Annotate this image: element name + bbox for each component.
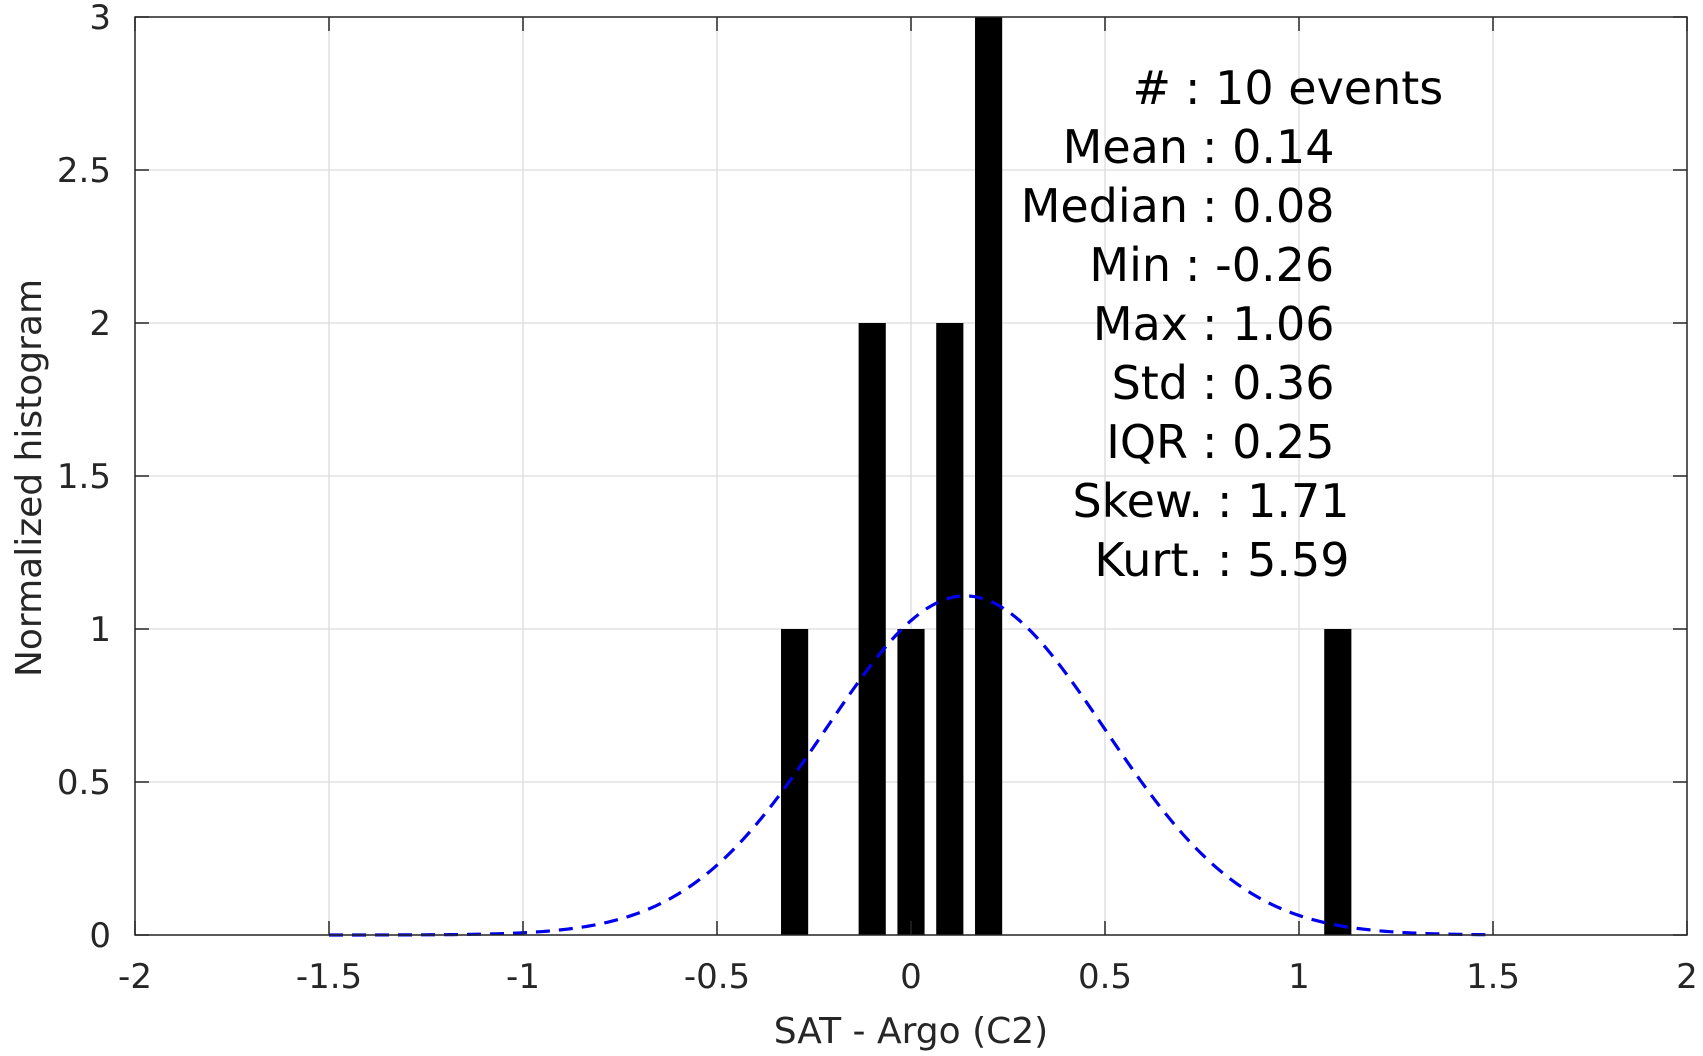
stat-label: Median <box>1021 179 1188 233</box>
stat-label: # <box>1132 61 1171 115</box>
stat-row: Max : 1.06 <box>1093 297 1335 351</box>
histogram-bar <box>1324 629 1352 935</box>
y-tick-label: 3 <box>89 0 111 38</box>
stat-value: : -0.26 <box>1185 238 1334 292</box>
x-tick-label: -2 <box>118 957 152 997</box>
stat-row: Skew. : 1.71 <box>1072 474 1349 528</box>
stat-value: : 0.14 <box>1202 120 1335 174</box>
y-tick-label: 0 <box>89 916 111 956</box>
stat-value: : 1.06 <box>1202 297 1335 351</box>
y-tick-label: 1.5 <box>57 457 111 497</box>
x-tick-label: 0.5 <box>1078 957 1132 997</box>
x-tick-label: 1.5 <box>1466 957 1520 997</box>
x-tick-label: -1.5 <box>296 957 362 997</box>
stat-label: Min <box>1089 238 1171 292</box>
stat-row: Median : 0.08 <box>1021 179 1335 233</box>
stat-row: Mean : 0.14 <box>1063 120 1335 174</box>
stat-value: : 0.36 <box>1202 356 1335 410</box>
x-axis-label: SAT - Argo (C2) <box>774 1011 1048 1052</box>
x-tick-label: 1 <box>1288 957 1310 997</box>
bars <box>781 17 1352 935</box>
stat-value: : 0.08 <box>1202 179 1335 233</box>
axis-ticks <box>134 16 1688 936</box>
histogram-bar <box>975 17 1003 935</box>
stat-label: Kurt. <box>1094 533 1203 587</box>
histogram-bar <box>897 629 925 935</box>
stat-value: : 0.25 <box>1202 415 1335 469</box>
stat-row: # : 10 events <box>1132 61 1443 115</box>
stat-label: IQR <box>1106 415 1188 469</box>
stat-row: IQR : 0.25 <box>1106 415 1334 469</box>
x-tick-label: -0.5 <box>684 957 750 997</box>
stat-value: : 5.59 <box>1217 533 1350 587</box>
stat-label: Skew. <box>1072 474 1203 528</box>
histogram-bar <box>781 629 809 935</box>
x-tick-label: 2 <box>1676 957 1698 997</box>
stat-value: : 10 events <box>1185 61 1443 115</box>
x-tick-label: -1 <box>506 957 540 997</box>
stat-label: Mean <box>1063 120 1188 174</box>
histogram-bar <box>858 323 886 935</box>
stat-label: Std <box>1112 356 1188 410</box>
y-tick-label: 2.5 <box>57 151 111 191</box>
x-tick-labels: -2 -1.5 -1 -0.5 0 0.5 1 1.5 2 <box>118 957 1698 997</box>
stat-value: : 1.71 <box>1217 474 1350 528</box>
y-tick-label: 1 <box>89 610 111 650</box>
x-tick-label: 0 <box>900 957 922 997</box>
y-tick-label: 0.5 <box>57 763 111 803</box>
stat-row: Std : 0.36 <box>1112 356 1335 410</box>
y-tick-labels: 0 0.5 1 1.5 2 2.5 3 <box>57 0 111 956</box>
histogram-bar <box>936 323 964 935</box>
stat-label: Max <box>1093 297 1188 351</box>
stat-row: Kurt. : 5.59 <box>1094 533 1349 587</box>
y-tick-label: 2 <box>89 304 111 344</box>
stat-row: Min : -0.26 <box>1089 238 1334 292</box>
y-axis-label: Normalized histogram <box>9 279 50 677</box>
